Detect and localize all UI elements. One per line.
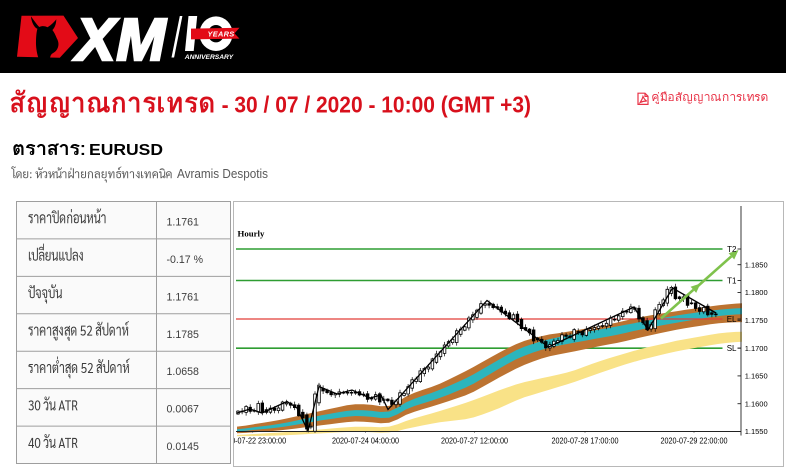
svg-text:EURUSD: EURUSD: [89, 142, 163, 159]
svg-text:Avramis Despotis: Avramis Despotis: [177, 167, 268, 181]
svg-text:ANNIVERSARY: ANNIVERSARY: [184, 54, 234, 61]
svg-text:YEARS: YEARS: [208, 30, 235, 39]
svg-text:T2: T2: [727, 245, 737, 254]
svg-text:1.1850: 1.1850: [745, 260, 768, 269]
svg-text:Hourly: Hourly: [238, 229, 265, 239]
svg-text:2020-07-22 23:00:00: 2020-07-22 23:00:00: [219, 436, 286, 445]
svg-text:1.1761: 1.1761: [167, 217, 200, 229]
svg-text:-0.17 %: -0.17 %: [167, 254, 204, 266]
svg-text:2020-07-24 04:00:00: 2020-07-24 04:00:00: [332, 436, 399, 445]
svg-text:SL: SL: [727, 344, 737, 353]
svg-text:0.0067: 0.0067: [167, 404, 200, 416]
svg-text:1.1800: 1.1800: [745, 288, 768, 297]
svg-text:2020-07-29 22:00:00: 2020-07-29 22:00:00: [661, 436, 728, 445]
svg-text:1.1550: 1.1550: [745, 427, 768, 436]
svg-text:1.1750: 1.1750: [745, 316, 768, 325]
svg-text:1.1600: 1.1600: [745, 399, 768, 408]
svg-text:1.1700: 1.1700: [745, 344, 768, 353]
svg-text:2020-07-28 17:00:00: 2020-07-28 17:00:00: [552, 436, 619, 445]
svg-text:1.1761: 1.1761: [167, 291, 200, 303]
svg-text:1.1785: 1.1785: [167, 329, 200, 341]
svg-text:2020-07-27 12:00:00: 2020-07-27 12:00:00: [441, 436, 508, 445]
svg-text:1.1650: 1.1650: [745, 372, 768, 381]
svg-text:EL: EL: [727, 315, 737, 324]
svg-text:XM: XM: [73, 7, 167, 73]
svg-text:0.0145: 0.0145: [167, 441, 200, 453]
svg-text:1.0658: 1.0658: [167, 366, 200, 378]
svg-text:- 30 / 07 / 2020 - 10:00 (GMT: - 30 / 07 / 2020 - 10:00 (GMT +3): [222, 92, 531, 118]
svg-text:T1: T1: [727, 276, 737, 285]
